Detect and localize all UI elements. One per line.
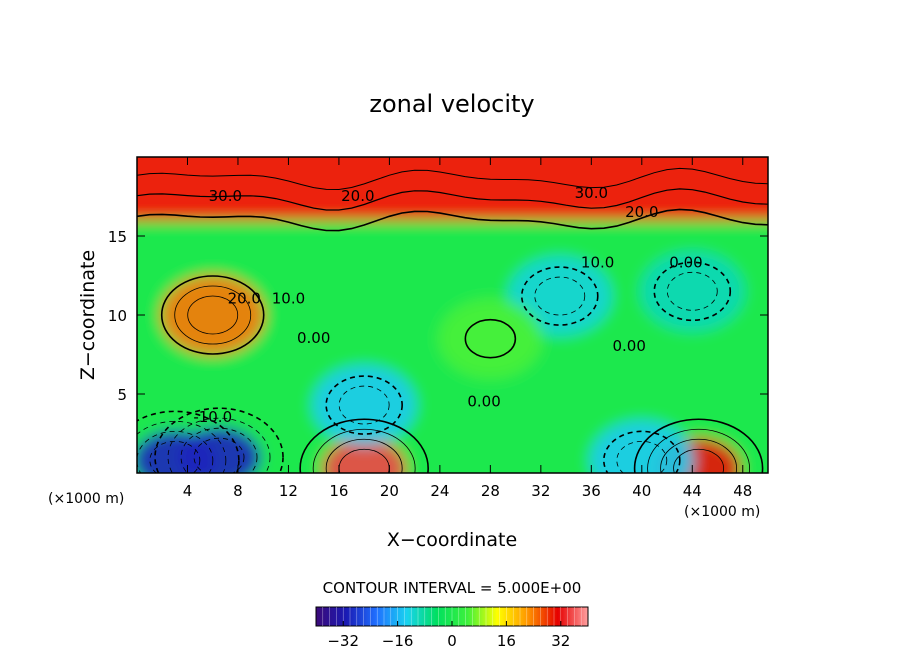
x-unit-left: (×1000 m) — [48, 491, 124, 507]
colorbar: −32 −16 0 16 32 — [315, 606, 589, 650]
field-feature — [322, 438, 407, 473]
field-feature — [438, 298, 543, 379]
contour-ring — [464, 318, 517, 359]
contour-label: 0.00 — [297, 329, 330, 347]
x-tick-label: 12 — [279, 482, 298, 500]
colorbar-steps — [322, 607, 582, 626]
contour-ring — [325, 375, 403, 435]
contour-label: 0.00 — [612, 337, 645, 355]
contour-line — [137, 208, 768, 232]
colorbar-tick-label: 16 — [497, 632, 516, 650]
x-tick-label: 28 — [481, 482, 500, 500]
contour-ring — [180, 427, 258, 473]
contour-ring — [193, 437, 245, 473]
x-axis: 4 8 12 16 20 24 28 32 36 40 44 48 — [183, 157, 752, 500]
contour-ring — [666, 271, 718, 311]
x-tick-label: 24 — [430, 482, 449, 500]
field-feature — [312, 365, 417, 446]
contour-ring — [603, 430, 681, 473]
contour-ring — [154, 407, 284, 473]
contour-ring — [187, 295, 239, 335]
contour-ring — [137, 410, 240, 473]
contour-ring — [325, 438, 403, 473]
chart-title: zonal velocity — [369, 90, 534, 118]
x-tick-label: 32 — [531, 482, 550, 500]
colorbar-ticks: −32 −16 0 16 32 — [327, 621, 570, 650]
contour-ring — [137, 430, 214, 473]
colorbar-tick-label: −32 — [327, 632, 359, 650]
contour-label: 30.0 — [575, 184, 608, 202]
contour-ring — [633, 418, 764, 473]
x-tick-label: 44 — [683, 482, 702, 500]
contour-ring — [673, 448, 724, 473]
x-tick-label: 48 — [733, 482, 752, 500]
contour-line — [137, 167, 768, 191]
x-axis-label: X−coordinate — [387, 529, 517, 551]
contour-label: 20.0 — [228, 290, 261, 308]
contour-ring — [653, 261, 732, 322]
contour-label: 20.0 — [625, 203, 658, 221]
x-tick-label: 8 — [233, 482, 243, 500]
colorbar-tick-label: 0 — [447, 632, 457, 650]
contour-ring — [160, 275, 265, 355]
contour-ring — [174, 285, 252, 345]
contour-ring — [338, 385, 390, 425]
contour-label: 30.0 — [209, 187, 242, 205]
contour-ring — [312, 428, 416, 473]
contour-lines — [137, 167, 768, 473]
contour-label: 10.0 — [272, 290, 305, 308]
x-tick-label: 36 — [582, 482, 601, 500]
contour-ring — [660, 438, 737, 473]
field-feature — [177, 427, 262, 473]
contour-labels: 30.0 20.0 30.0 20.0 10.0 0.00 20.0 10.0 0.00 0.00… — [193, 184, 702, 426]
contour-label: 0.00 — [467, 392, 500, 410]
contour-label: -10.0 — [193, 408, 232, 426]
contour-ring — [137, 420, 227, 473]
contour-ring — [299, 418, 429, 473]
x-tick-label: 20 — [380, 482, 399, 500]
y-tick-label: 15 — [108, 228, 127, 246]
field-feature — [507, 256, 612, 337]
velocity-field — [137, 157, 768, 473]
x-tick-label: 4 — [183, 482, 193, 500]
contour-ring — [167, 417, 271, 473]
contour-label: 10.0 — [581, 253, 614, 271]
field-feature — [160, 275, 265, 355]
contour-label: 20.0 — [341, 187, 374, 205]
contour-ring — [520, 266, 599, 326]
x-unit-right: (×1000 m) — [684, 504, 760, 520]
x-tick-label: 16 — [329, 482, 348, 500]
colorbar-tick-label: −16 — [382, 632, 414, 650]
y-axis-label: Z−coordinate — [77, 250, 99, 380]
y-tick-label: 5 — [117, 386, 127, 404]
y-tick-label: 10 — [108, 307, 127, 325]
colorbar-tick-label: 32 — [551, 632, 570, 650]
x-tick-label: 40 — [632, 482, 651, 500]
jet-band — [137, 157, 768, 221]
contour-ring — [647, 428, 750, 473]
field-feature — [640, 251, 745, 332]
contour-label: 0.00 — [669, 253, 702, 271]
contour-ring — [616, 440, 668, 473]
contour-ring — [149, 440, 201, 473]
contour-line — [137, 188, 768, 211]
contour-interval-text: CONTOUR INTERVAL = 5.000E+00 — [323, 579, 582, 597]
contour-ring — [534, 276, 586, 316]
y-axis: 5 10 15 — [108, 228, 768, 404]
